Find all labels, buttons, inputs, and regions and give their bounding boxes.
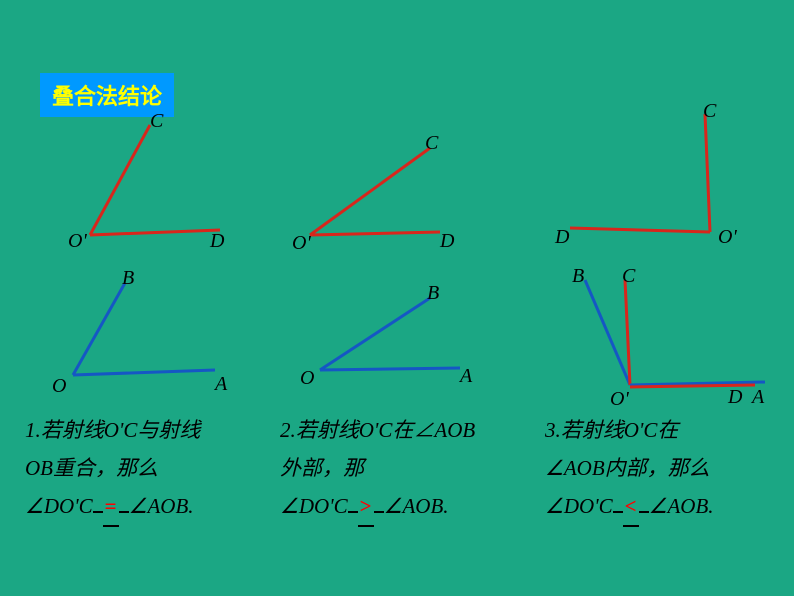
d1-angle2: ∠AOB. xyxy=(129,494,194,518)
title-text: 叠合法结论 xyxy=(52,84,162,109)
d1-answer: = xyxy=(103,488,119,528)
d1-angle1: ∠DO'C xyxy=(25,494,93,518)
label-d: D xyxy=(728,386,742,409)
d2-ray: O'C xyxy=(359,418,393,442)
d2-mid1: 在∠ xyxy=(392,418,434,442)
d3-angle1: ∠DO'C xyxy=(545,494,613,518)
d1-prefix: 1.若射线 xyxy=(25,418,104,442)
label-d: D xyxy=(555,226,569,249)
description-1: 1.若射线O'C与射线 OB重合，那么 ∠DO'C = ∠AOB. xyxy=(25,412,265,527)
d2-angle2: ∠AOB. xyxy=(384,494,449,518)
label-a: A xyxy=(460,365,472,388)
label-d: D xyxy=(210,230,224,253)
d2-mid2: 外部，那 xyxy=(280,456,364,480)
d3-prefix: 3.若射线 xyxy=(545,418,624,442)
d3-mid2: 内部，那么 xyxy=(605,456,710,480)
description-3: 3.若射线O'C在 ∠AOB内部，那么 ∠DO'C < ∠AOB. xyxy=(545,412,785,527)
label-oprime: O' xyxy=(292,232,311,255)
label-b: B xyxy=(122,267,134,290)
label-c: C xyxy=(150,110,163,133)
angle-doc-1 xyxy=(60,115,260,255)
diagram-2-bottom: B O A xyxy=(310,290,490,390)
d1-mid1: 与射线 xyxy=(137,418,200,442)
d3-angle2: ∠AOB. xyxy=(649,494,714,518)
d1-mid2: 重合，那么 xyxy=(53,456,158,480)
d2-prefix: 2.若射线 xyxy=(280,418,359,442)
diagram-2-top: C O' D xyxy=(300,140,480,250)
label-c: C xyxy=(622,265,635,288)
label-a: A xyxy=(752,386,764,409)
diagram-1-bottom: B O A xyxy=(55,275,255,395)
diagram-1-top: C O' D xyxy=(60,115,260,255)
label-c: C xyxy=(703,100,716,123)
diagram-3-top: C D O' xyxy=(560,108,760,248)
d2-aob: AOB xyxy=(434,418,475,442)
label-c: C xyxy=(425,132,438,155)
label-o: O xyxy=(52,375,66,398)
d1-ray: O'C xyxy=(104,418,138,442)
d1-ob: OB xyxy=(25,456,53,480)
d2-angle1: ∠DO'C xyxy=(280,494,348,518)
d3-answer: < xyxy=(623,488,639,528)
d3-mid1: 在 xyxy=(657,418,678,442)
diagram-3-bottom: B C O' D A xyxy=(580,270,780,405)
description-2: 2.若射线O'C在∠AOB 外部，那 ∠DO'C > ∠AOB. xyxy=(280,412,530,527)
label-d: D xyxy=(440,230,454,253)
label-b: B xyxy=(572,265,584,288)
angle-combined xyxy=(580,270,780,405)
label-b: B xyxy=(427,282,439,305)
d3-angle-aob: ∠AOB xyxy=(545,456,605,480)
label-oprime: O' xyxy=(68,230,87,253)
label-oprime: O' xyxy=(718,226,737,249)
d2-answer: > xyxy=(358,488,374,528)
label-oprime: O' xyxy=(610,388,629,411)
d3-ray: O'C xyxy=(624,418,658,442)
label-a: A xyxy=(215,373,227,396)
label-o: O xyxy=(300,367,314,390)
